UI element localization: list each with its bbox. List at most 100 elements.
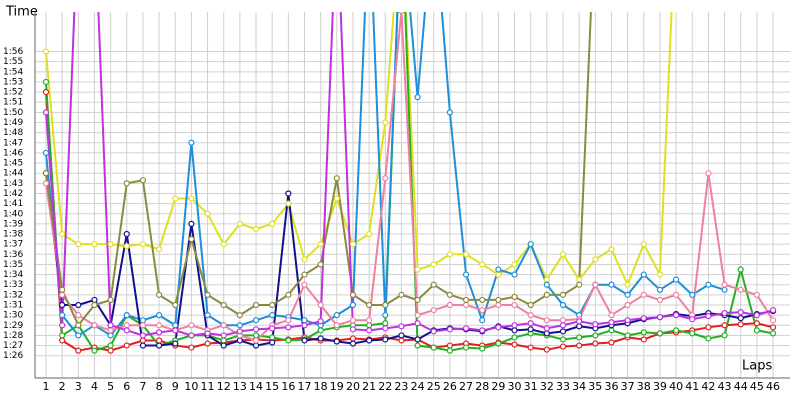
data-point <box>446 109 454 116</box>
x-tick-label: 17 <box>297 380 311 393</box>
x-tick-label: 32 <box>540 380 554 393</box>
data-point <box>462 344 470 351</box>
y-tick-label: 1:54 <box>3 67 23 77</box>
y-tick-label: 1:31 <box>3 301 23 311</box>
data-point <box>155 329 163 336</box>
y-tick-label: 1:34 <box>3 270 23 280</box>
data-point <box>107 322 114 329</box>
y-tick-label: 1:30 <box>3 311 23 321</box>
data-point <box>59 291 66 298</box>
x-tick-label: 33 <box>556 380 570 393</box>
data-point <box>188 139 195 146</box>
data-point <box>333 322 340 329</box>
data-point <box>430 344 437 351</box>
data-point <box>91 322 98 329</box>
data-point <box>640 271 647 278</box>
x-tick-label: 8 <box>156 380 163 393</box>
data-point <box>91 347 98 354</box>
data-point <box>576 318 583 325</box>
y-tick-label: 1:33 <box>3 280 23 290</box>
data-point <box>75 322 82 329</box>
x-tick-label: 29 <box>491 380 505 393</box>
data-point <box>220 301 227 309</box>
data-point <box>366 230 373 238</box>
x-tick-label: 12 <box>217 380 231 393</box>
data-point <box>656 314 664 321</box>
series-line <box>44 12 673 288</box>
data-point <box>479 261 486 268</box>
x-tick-label: 7 <box>139 380 146 393</box>
data-point <box>624 291 631 298</box>
grid: 1:261:271:281:291:301:311:321:331:341:35… <box>3 12 790 393</box>
data-point <box>75 241 82 248</box>
data-point <box>446 251 454 258</box>
data-point <box>75 347 82 354</box>
data-point <box>624 281 631 288</box>
data-point <box>220 332 227 339</box>
data-point <box>543 276 550 283</box>
data-point <box>446 342 454 349</box>
data-point <box>721 286 728 293</box>
data-point <box>559 291 567 298</box>
data-point <box>737 315 744 322</box>
data-point <box>462 296 470 304</box>
data-point <box>366 301 373 309</box>
series-line <box>44 12 774 342</box>
y-tick-label: 1:32 <box>3 290 23 300</box>
data-point <box>155 322 163 329</box>
data-point <box>123 312 130 319</box>
x-tick-label: 19 <box>330 380 344 393</box>
data-point <box>527 326 534 333</box>
data-point <box>349 241 357 248</box>
data-point <box>204 210 211 217</box>
data-point <box>155 246 163 253</box>
data-point <box>139 322 147 329</box>
data-point <box>317 301 324 309</box>
data-point <box>672 312 680 319</box>
data-point <box>479 345 486 352</box>
data-point <box>543 346 550 353</box>
data-point <box>236 312 243 319</box>
data-point <box>462 301 470 309</box>
data-point <box>42 149 50 157</box>
data-point <box>624 332 631 339</box>
y-tick-label: 1:49 <box>3 118 23 128</box>
data-point <box>252 225 260 233</box>
data-point <box>511 301 518 309</box>
data-point <box>721 332 728 339</box>
data-point <box>333 312 340 319</box>
data-point <box>236 220 243 227</box>
data-point <box>91 296 98 304</box>
series-line <box>44 12 774 352</box>
data-point <box>753 320 760 327</box>
y-tick-label: 1:45 <box>3 159 23 169</box>
data-point <box>430 328 437 335</box>
data-point <box>640 329 647 336</box>
data-point <box>689 291 696 298</box>
data-point <box>705 313 712 320</box>
data-point <box>59 301 66 309</box>
data-point <box>495 266 502 273</box>
data-point <box>382 320 389 327</box>
data-point <box>446 347 454 354</box>
data-point <box>204 330 211 337</box>
data-point <box>349 340 357 347</box>
data-point <box>107 296 114 304</box>
data-point <box>107 347 114 354</box>
data-point <box>139 337 147 344</box>
x-tick-label: 26 <box>443 380 457 393</box>
data-point <box>139 332 147 339</box>
data-point <box>414 312 421 319</box>
data-point <box>511 271 518 278</box>
x-tick-label: 45 <box>750 380 764 393</box>
x-tick-label: 22 <box>378 380 392 393</box>
x-tick-label: 18 <box>314 380 328 393</box>
y-tick-label: 1:42 <box>3 189 23 199</box>
data-point <box>705 335 712 342</box>
data-point <box>75 312 82 319</box>
y-tick-label: 1:27 <box>3 341 23 351</box>
data-point <box>285 200 292 207</box>
data-point <box>705 324 712 331</box>
data-point <box>42 88 50 96</box>
x-tick-label: 38 <box>637 380 651 393</box>
